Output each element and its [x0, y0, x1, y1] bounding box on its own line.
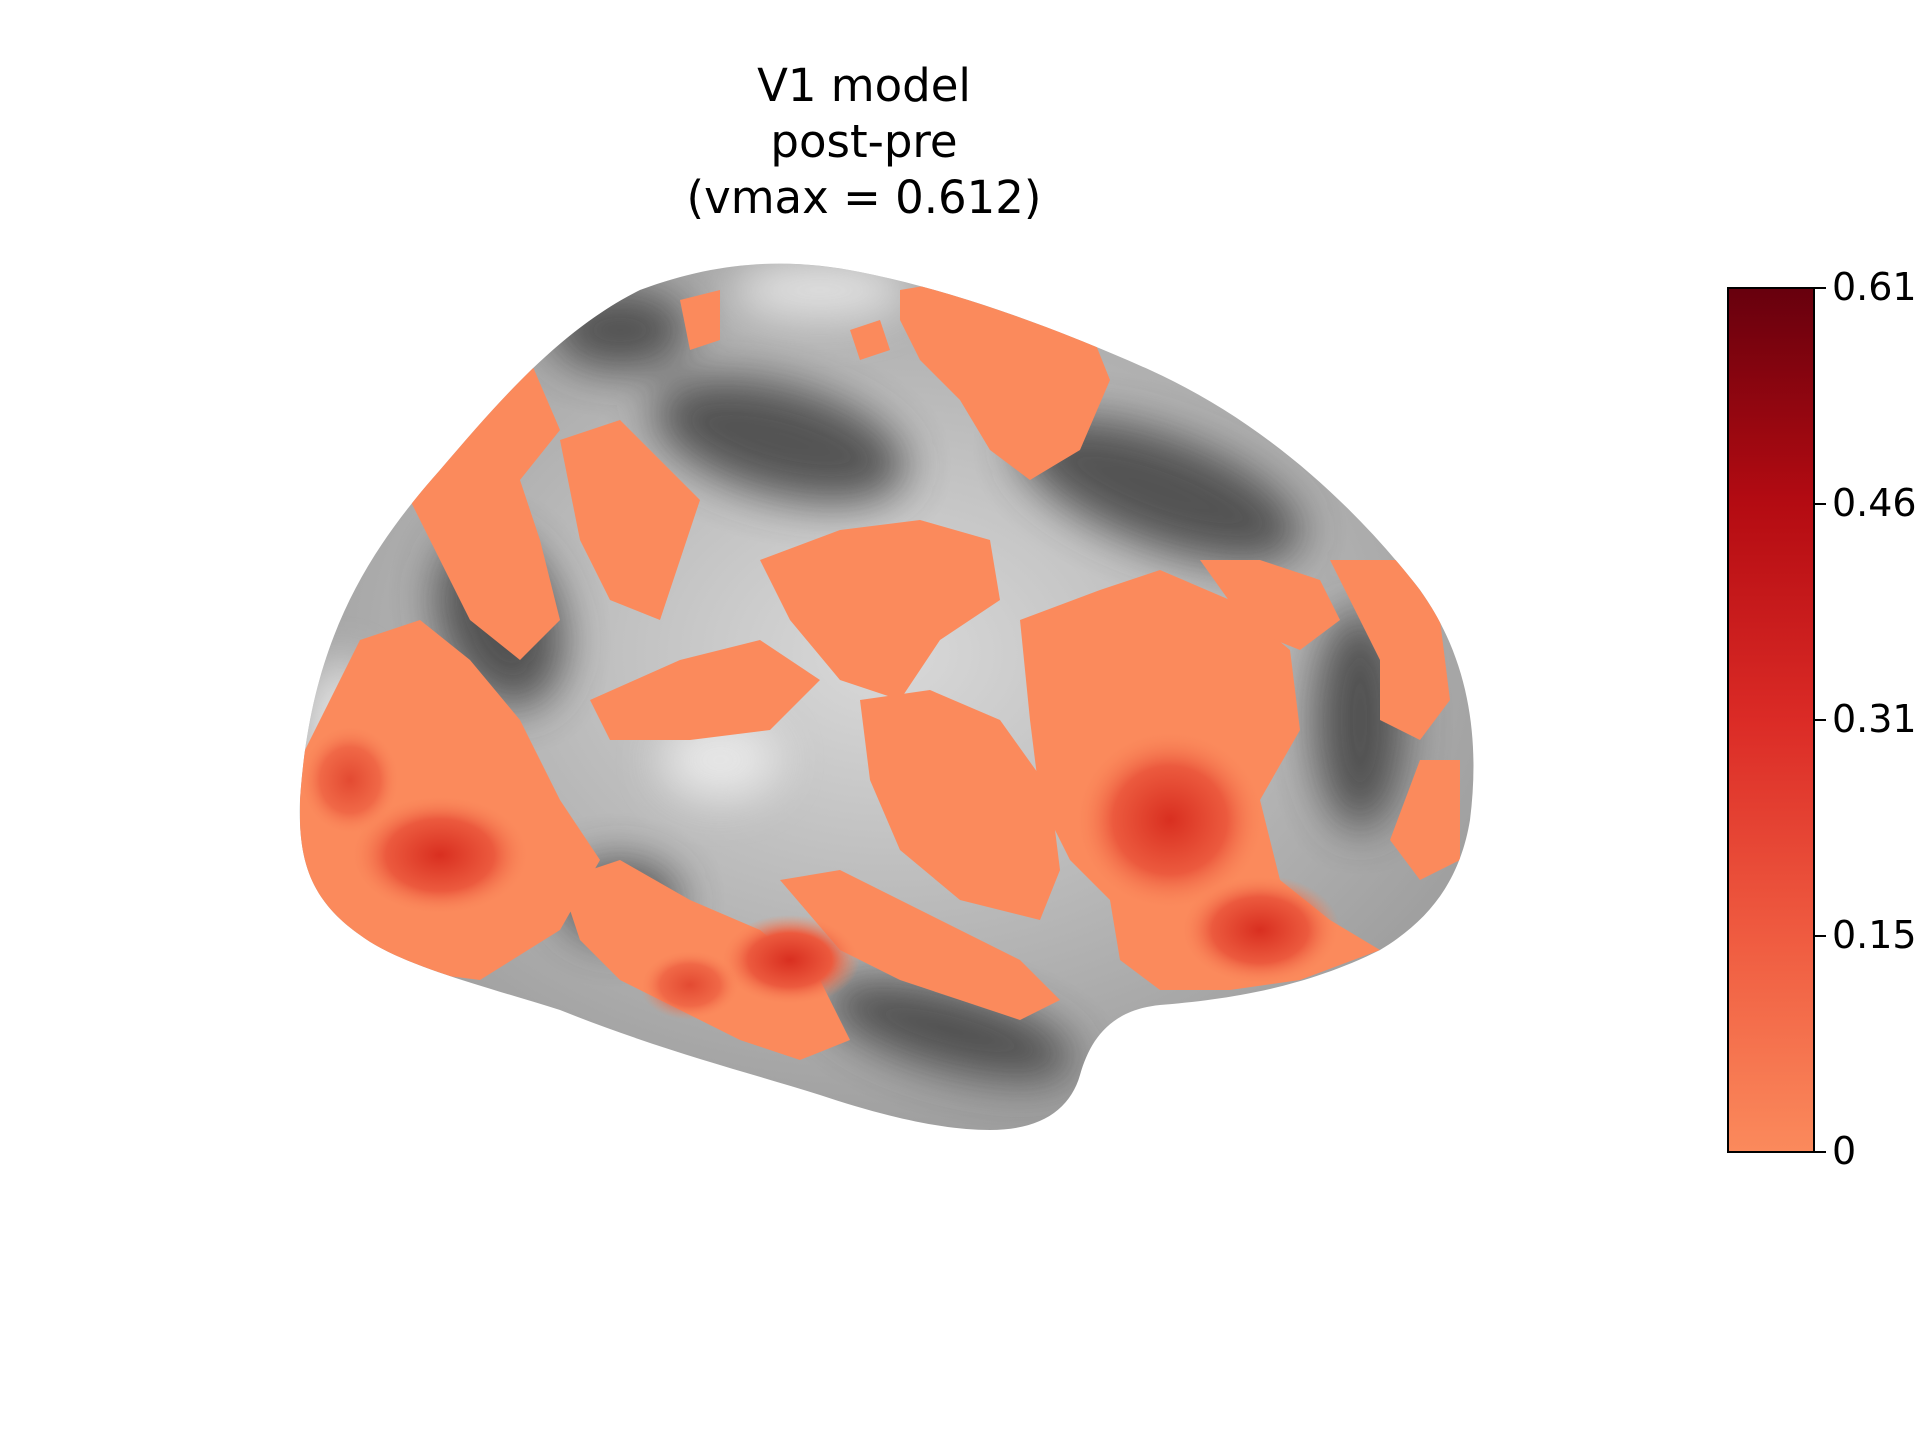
colorbar-tick-label: 0.46	[1832, 481, 1917, 525]
title-line-model: V1 model	[757, 59, 971, 112]
colorbar-gradient	[1727, 287, 1815, 1153]
figure-title: V1 model post-pre (vmax = 0.612)	[0, 58, 1728, 226]
colorbar	[1727, 287, 1826, 1153]
activation-peaks	[300, 725, 1340, 1020]
colorbar-tick-label: 0	[1832, 1129, 1857, 1173]
colorbar-ticks	[1814, 287, 1826, 1153]
title-line-vmax: (vmax = 0.612)	[686, 171, 1042, 224]
title-line-contrast: post-pre	[770, 115, 958, 168]
colorbar-tick-label: 0.15	[1832, 913, 1917, 957]
colorbar-tick-label: 0.61	[1832, 265, 1917, 309]
brain-surface	[299, 263, 1474, 1130]
colorbar-tick-label: 0.31	[1832, 697, 1917, 741]
